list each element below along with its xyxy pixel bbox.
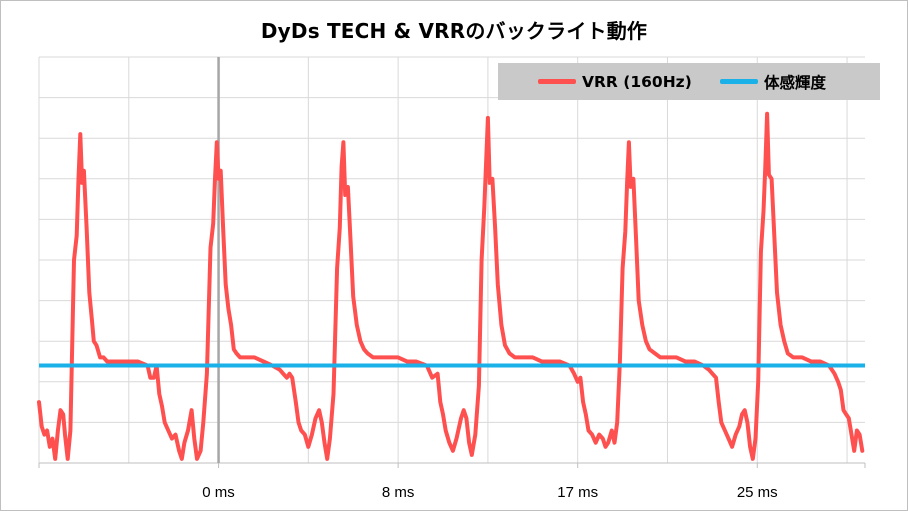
- legend-swatch-perceived-brightness: [720, 79, 758, 84]
- legend-label-perceived-brightness: 体感輝度: [764, 73, 827, 92]
- x-tick-label: 25 ms: [737, 484, 778, 501]
- x-tick-label: 8 ms: [382, 484, 415, 501]
- x-tick-labels: 0 ms 8 ms 17 ms 25 ms: [202, 484, 777, 501]
- legend-entry-vrr: VRR (160Hz): [538, 63, 692, 100]
- x-tick-label: 0 ms: [202, 484, 235, 501]
- legend: VRR (160Hz) 体感輝度: [498, 63, 880, 100]
- legend-label-vrr: VRR (160Hz): [582, 72, 692, 91]
- series-line-vrr: [37, 111, 865, 461]
- legend-entry-perceived-brightness: 体感輝度: [720, 63, 826, 100]
- legend-swatch-vrr: [538, 79, 576, 84]
- x-axis: [38, 462, 866, 468]
- chart-title: DyDs TECH & VRRのバックライト動作: [260, 19, 648, 43]
- x-tick-label: 17 ms: [557, 484, 598, 501]
- series-layer: [37, 111, 865, 461]
